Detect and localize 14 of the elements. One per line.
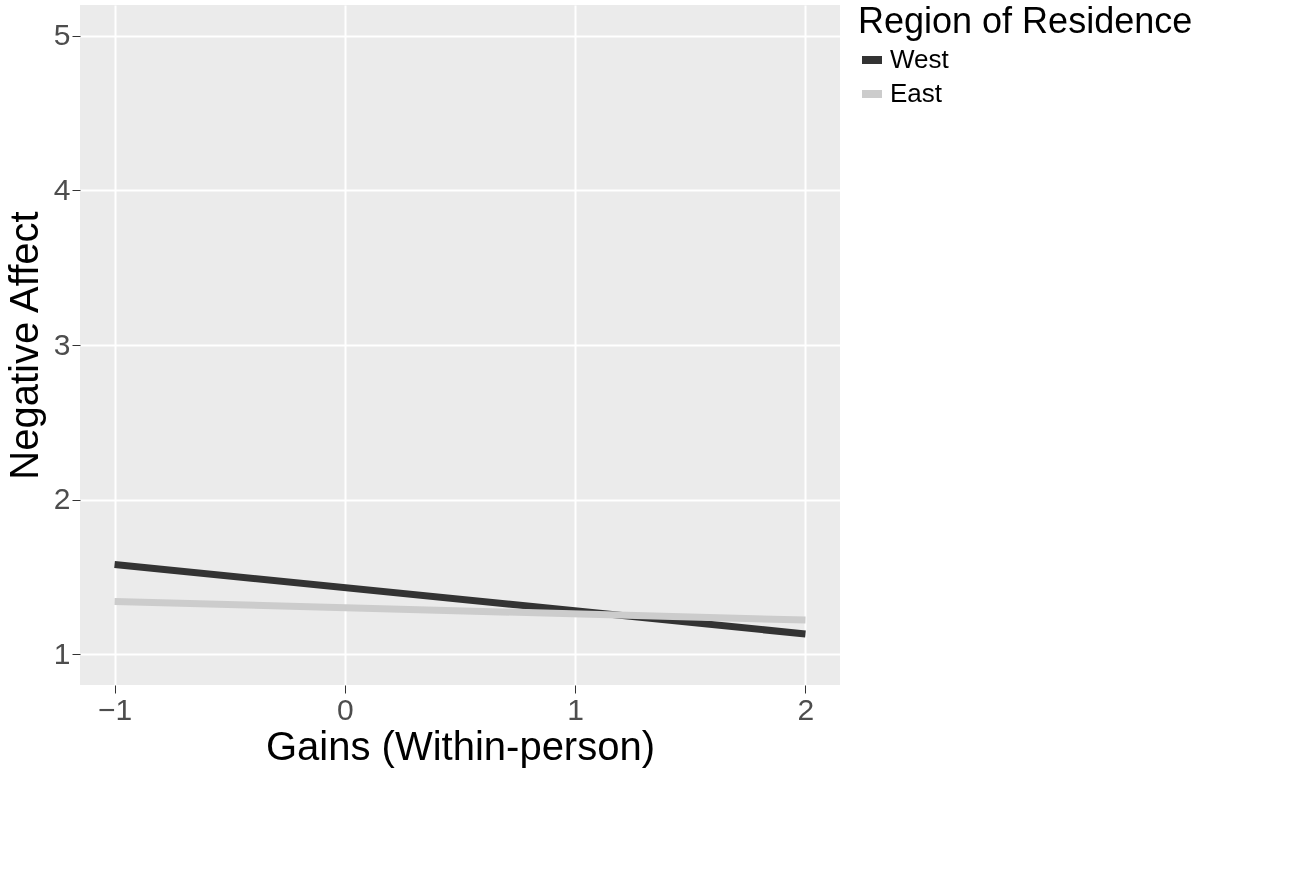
legend-label: East bbox=[890, 78, 943, 108]
x-tick-label: 1 bbox=[567, 692, 584, 726]
y-axis-title: Negative Affect bbox=[1, 211, 46, 480]
x-tick-label: 0 bbox=[337, 692, 354, 726]
legend-title: Region of Residence bbox=[858, 0, 1193, 41]
y-tick-label: 2 bbox=[53, 482, 71, 516]
x-tick-label: 2 bbox=[797, 692, 815, 726]
y-tick-label: 1 bbox=[53, 636, 71, 670]
x-tick-label: −1 bbox=[97, 692, 133, 726]
y-tick-label: 5 bbox=[53, 18, 71, 52]
y-tick-label: 3 bbox=[53, 327, 71, 361]
x-axis-title: Gains (Within-person) bbox=[265, 723, 656, 768]
y-tick-label: 4 bbox=[53, 172, 71, 206]
legend-label: West bbox=[890, 44, 950, 74]
